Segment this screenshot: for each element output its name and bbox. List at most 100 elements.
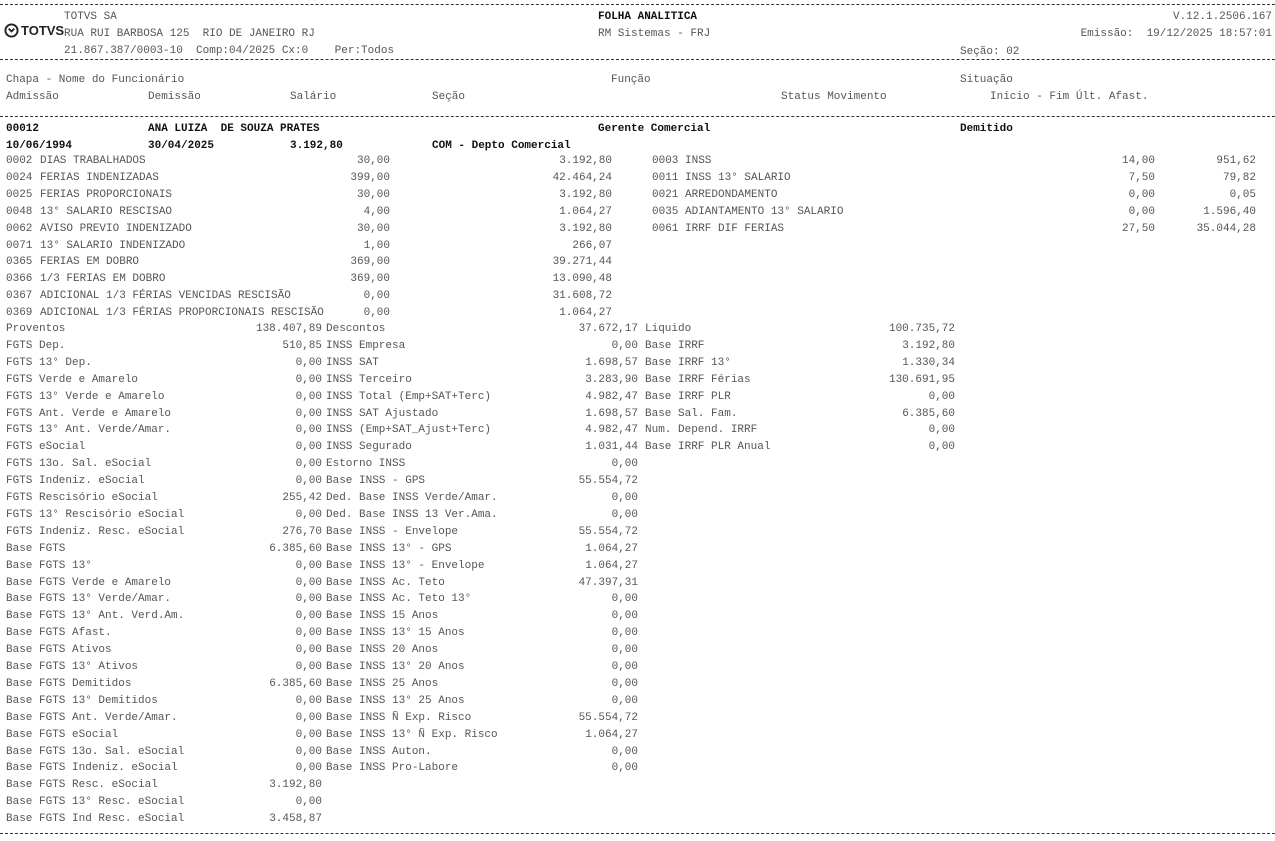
emission-date: Emissão: 19/12/2025 18:57:01 — [1080, 28, 1272, 40]
col-status: Status Movimento — [781, 91, 887, 103]
total-label: Base INSS 13° 25 Anos — [326, 694, 465, 707]
employee-situacao: Demitido — [960, 123, 1013, 135]
total-label: Proventos — [6, 323, 66, 335]
provento-value: 3.192,80 — [559, 155, 612, 167]
total-value: 0,00 — [611, 762, 638, 775]
total-value: 0,00 — [611, 339, 638, 352]
total-value: 0,00 — [611, 644, 638, 657]
total-value: 0,00 — [295, 661, 322, 673]
provento-desc: 13° SALARIO RESCISAO — [40, 205, 173, 218]
total-value: 3.192,80 — [902, 339, 955, 352]
total-label: Base Sal. Fam. — [645, 407, 738, 420]
total-value: 0,00 — [295, 559, 322, 572]
desconto-code: 0061 — [652, 222, 679, 235]
col-demissao: Demissão — [148, 91, 201, 103]
total-label: FGTS Dep. — [6, 339, 66, 352]
provento-value: 3.192,80 — [559, 222, 612, 235]
total-label: Base FGTS 13o. Sal. eSocial — [6, 745, 185, 758]
total-value: 1.031,44 — [585, 441, 638, 454]
col-salario: Salário — [290, 91, 337, 103]
total-value: 0,00 — [611, 627, 638, 640]
total-value: 0,00 — [611, 508, 638, 521]
total-label: INSS Segurado — [326, 441, 412, 454]
total-value: 0,00 — [295, 576, 322, 589]
company-name: TOTVS SA — [64, 11, 117, 23]
total-label: Base FGTS Resc. eSocial — [6, 779, 158, 792]
col-afast: Inicio - Fim Últ. Afast. — [990, 91, 1149, 103]
total-value: 1.698,57 — [585, 407, 638, 420]
total-value: 0,00 — [295, 644, 322, 657]
total-value: 4.982,47 — [585, 390, 638, 403]
provento-code: 0367 — [6, 290, 33, 303]
totvs-logo-icon — [4, 23, 19, 38]
total-label: Base INSS Auton. — [326, 745, 432, 758]
total-value: 3.192,80 — [269, 779, 322, 792]
total-label: INSS Empresa — [326, 339, 406, 352]
total-label: Base IRRF 13° — [645, 356, 731, 369]
total-label: FGTS 13° Verde e Amarelo — [6, 390, 165, 403]
total-label: Ded. Base INSS 13 Ver.Ama. — [326, 508, 498, 521]
total-value: 0,00 — [295, 407, 322, 420]
divider — [0, 59, 1275, 60]
total-value: 0,00 — [611, 458, 638, 471]
total-value: 1.064,27 — [585, 559, 638, 572]
provento-code: 0062 — [6, 222, 33, 235]
total-value: 0,00 — [928, 390, 955, 403]
desconto-ref: 27,50 — [1121, 222, 1155, 235]
total-value: 37.672,17 — [578, 323, 638, 335]
total-value: 47.397,31 — [578, 576, 638, 589]
total-value: 0,00 — [611, 492, 638, 504]
total-value: 0,00 — [295, 728, 322, 741]
total-value: 0,00 — [295, 796, 322, 809]
provento-value: 39.271,44 — [552, 256, 612, 269]
total-label: Ded. Base INSS Verde/Amar. — [326, 492, 498, 504]
total-label: Estorno INSS — [326, 458, 406, 471]
provento-ref: 1,00 — [363, 239, 390, 252]
total-value: 0,00 — [295, 390, 322, 403]
provento-ref: 369,00 — [350, 273, 390, 286]
total-value: 0,00 — [928, 424, 955, 437]
desconto-value: 79,82 — [1222, 171, 1256, 184]
total-label: Base INSS 13° 20 Anos — [326, 661, 465, 673]
provento-desc: FERIAS EM DOBRO — [40, 256, 140, 269]
provento-desc: 13° SALARIO INDENIZADO — [40, 239, 186, 252]
total-value: 0,00 — [295, 373, 322, 386]
total-label: Base IRRF PLR Anual — [645, 441, 771, 454]
total-value: 0,00 — [295, 762, 322, 775]
provento-desc: ADICIONAL 1/3 FÉRIAS VENCIDAS RESCISÃO — [40, 290, 291, 303]
provento-code: 0025 — [6, 188, 33, 201]
total-label: Base FGTS 13° Verde/Amar. — [6, 593, 172, 606]
desconto-desc: IRRF DIF FERIAS — [685, 222, 785, 235]
total-value: 6.385,60 — [269, 677, 322, 690]
total-label: Base FGTS Ind Resc. eSocial — [6, 813, 185, 826]
total-label: INSS Total (Emp+SAT+Terc) — [326, 390, 492, 403]
total-label: Base INSS - Envelope — [326, 525, 459, 538]
total-label: Base FGTS 13° Ant. Verd.Am. — [6, 610, 185, 623]
totvs-logo: TOTVS — [4, 23, 64, 38]
total-label: Base INSS 13° 15 Anos — [326, 627, 465, 640]
provento-code: 0024 — [6, 171, 33, 184]
total-value: 138.407,89 — [255, 323, 322, 335]
total-value: 276,70 — [282, 525, 322, 538]
total-value: 255,42 — [282, 492, 322, 504]
total-value: 0,00 — [611, 610, 638, 623]
total-value: 3.458,87 — [269, 813, 322, 826]
total-value: 1.064,27 — [585, 728, 638, 741]
total-value: 0,00 — [611, 661, 638, 673]
total-value: 6.385,60 — [902, 407, 955, 420]
col-secao: Seção — [432, 91, 466, 103]
total-label: Base INSS 20 Anos — [326, 644, 439, 657]
total-label: FGTS Ant. Verde e Amarelo — [6, 407, 172, 420]
total-value: 6.385,60 — [269, 542, 322, 555]
desconto-desc: INSS — [685, 155, 712, 167]
company-cnpj: 21.867.387/0003-10 Comp:04/2025 Cx:0 Per… — [64, 45, 395, 57]
provento-value: 31.608,72 — [552, 290, 612, 303]
desconto-value: 35.044,28 — [1196, 222, 1256, 235]
desconto-ref: 0,00 — [1128, 205, 1155, 218]
total-value: 0,00 — [295, 745, 322, 758]
company-address: RUA RUI BARBOSA 125 RIO DE JANEIRO RJ — [64, 28, 315, 40]
desconto-code: 0003 — [652, 155, 679, 167]
provento-desc: FERIAS INDENIZADAS — [40, 171, 159, 184]
total-label: INSS SAT — [326, 356, 379, 369]
total-label: Num. Depend. IRRF — [645, 424, 758, 437]
